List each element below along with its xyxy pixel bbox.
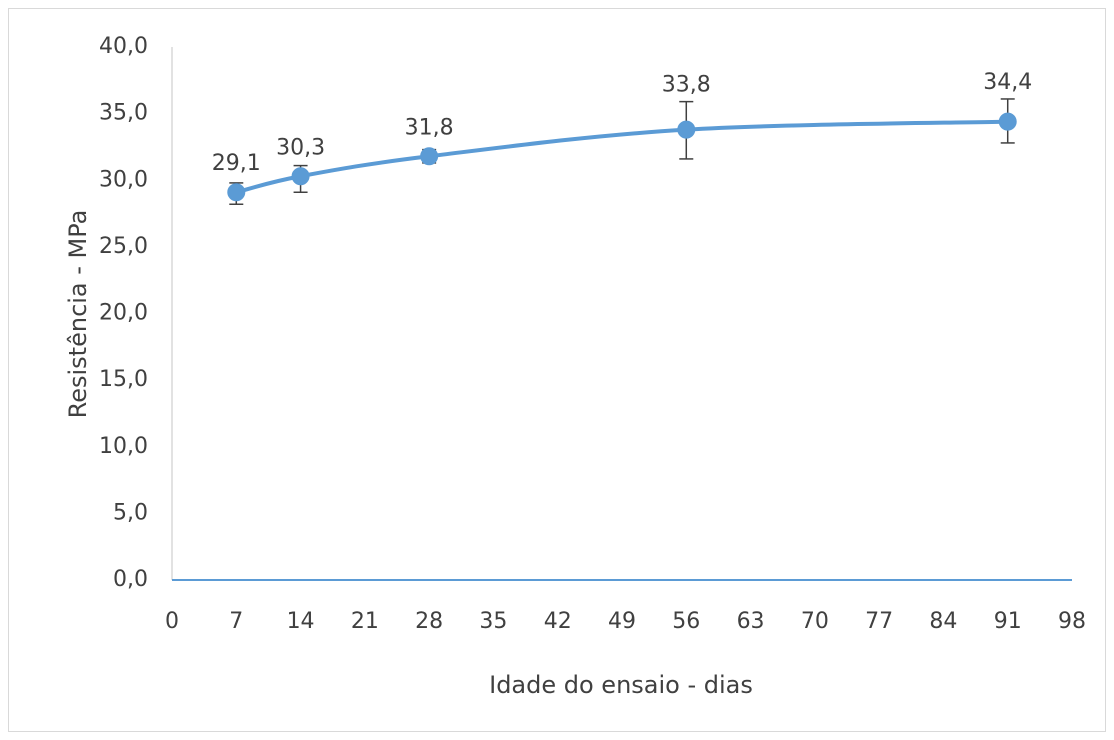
y-axis-title: Resistência - MPa [64,210,92,419]
data-label: 33,8 [662,73,711,98]
series-line [234,119,1010,195]
x-tick-label: 56 [672,609,700,634]
x-tick-label: 49 [608,609,636,634]
x-tick-label: 63 [737,609,765,634]
y-tick-label: 20,0 [99,301,148,326]
x-tick-labels: 0 7 14 21 28 35 42 49 56 63 70 77 84 91 98 [165,609,1086,634]
y-tick-label: 35,0 [99,101,148,126]
data-point [227,183,246,202]
y-tick-label: 10,0 [99,434,148,459]
data-label: 31,8 [405,115,454,140]
x-tick-label: 28 [415,609,443,634]
x-tick-label: 0 [165,609,179,634]
error-bars [229,98,1015,205]
data-labels: 29,1 30,3 31,8 33,8 34,4 [212,70,1032,176]
x-tick-label: 42 [544,609,572,634]
y-tick-label: 15,0 [99,367,148,392]
x-tick-label: 21 [351,609,379,634]
x-axis-title: Idade do ensaio - dias [489,671,753,699]
series-group [234,119,1010,195]
data-label: 29,1 [212,151,261,176]
x-tick-label: 77 [865,609,893,634]
data-point [291,167,310,186]
x-tick-label: 7 [229,609,243,634]
data-label: 34,4 [983,70,1032,95]
y-tick-labels: 0,0 5,0 10,0 15,0 20,0 25,0 30,0 35,0 40,0 [99,34,148,592]
data-point [998,112,1017,131]
data-point [677,120,696,139]
x-tick-label: 35 [479,609,507,634]
y-tick-label: 5,0 [113,500,148,525]
x-tick-label: 98 [1058,609,1086,634]
x-tick-label: 91 [994,609,1022,634]
x-tick-label: 84 [929,609,957,634]
data-points [227,112,1017,202]
x-tick-label: 70 [801,609,829,634]
y-tick-label: 40,0 [99,34,148,59]
x-tick-label: 14 [287,609,315,634]
chart-frame [8,8,1106,732]
y-tick-label: 25,0 [99,234,148,259]
y-tick-label: 0,0 [113,567,148,592]
y-tick-label: 30,0 [99,167,148,192]
data-label: 30,3 [276,135,325,160]
data-point [420,147,439,166]
